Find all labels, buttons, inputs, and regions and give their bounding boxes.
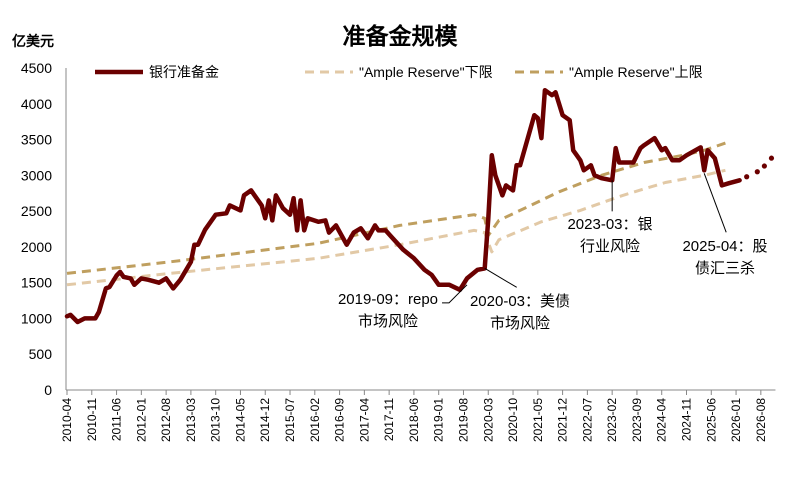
legend-label: 银行准备金 [149,64,219,80]
x-tick-label: 2016-09 [333,398,347,442]
x-tick-label: 2019-01 [432,398,446,442]
legend: 银行准备金 "Ample Reserve"下限 "Ample Reserve"上限 [95,64,703,80]
x-tick-label: 2022-07 [580,398,594,442]
y-tick-label: 2500 [21,203,52,219]
x-tick-label: 2024-04 [655,398,669,442]
legend-label: "Ample Reserve"下限 [359,64,493,80]
y-tick-label: 2000 [21,239,52,255]
x-tick-label: 2010-04 [60,398,74,442]
x-tick-label: 2013-03 [184,398,198,442]
series-line-0 [64,87,742,325]
y-axis-unit: 亿美元 [12,33,54,49]
projection-point [754,169,760,175]
x-tick-label: 2026-01 [729,398,743,442]
annotation-text: 市场风险 [358,313,418,330]
x-tick-label: 2026-08 [754,398,768,442]
x-tick-label: 2010-11 [85,398,99,441]
annotation-leader-line [703,173,727,233]
projection-point [744,174,750,180]
x-tick-label: 2017-11 [382,398,396,441]
x-tick-label: 2015-07 [283,398,297,442]
x-tick-label: 2020-10 [506,398,520,442]
y-tick-label: 0 [44,382,52,398]
annotations: 2019-09：repo市场风险2020-03：美债市场风险2023-03：银行… [338,173,768,332]
x-tick-label: 2020-03 [481,398,495,442]
x-tick-label: 2011-06 [110,398,124,441]
x-tick-label: 2016-02 [308,398,322,442]
y-tick-label: 3500 [21,132,52,148]
x-tick-label: 2013-10 [209,398,223,442]
y-tick-label: 4000 [21,96,52,112]
x-tick-label: 2012-08 [159,398,173,442]
y-tick-label: 1000 [21,310,52,326]
annotation-leader-line [484,267,517,288]
x-tick-label: 2019-08 [456,398,470,442]
x-tick-label: 2023-09 [630,398,644,442]
y-tick-label: 3000 [21,167,52,183]
x-tick-label: 2021-12 [556,398,570,442]
x-tick-label: 2014-12 [258,398,272,442]
y-tick-label: 500 [29,346,53,362]
y-tick-label: 1500 [21,275,52,291]
annotation-text: 行业风险 [580,238,640,255]
series-layer [64,87,775,325]
annotation-text: 2025-04：股 [682,238,767,255]
x-tick-label: 2018-06 [407,398,421,442]
x-tick-label: 2023-02 [605,398,619,442]
x-tick-label: 2017-04 [357,398,371,442]
annotation-text: 2019-09：repo [338,291,438,308]
legend-label: "Ample Reserve"上限 [569,64,703,80]
annotation-leader-line [442,284,468,304]
projection-point [761,163,767,169]
axes: 0 500 1000 1500 2000 2500 3000 3500 4000 4500 2010… [21,60,776,442]
series-line-2 [66,141,726,275]
annotation-text: 2023-03：银 [567,216,652,233]
x-tick-label: 2012-01 [134,398,148,442]
projection-point [768,155,775,161]
x-tick-label: 2024-11 [680,398,694,441]
annotation-text: 2020-03：美债 [470,293,570,310]
x-tick-label: 2025-06 [704,398,718,442]
y-tick-label: 4500 [21,60,52,76]
x-tick-label: 2021-05 [531,398,545,442]
x-tick-label: 2014-05 [233,398,247,442]
annotation-text: 市场风险 [490,315,550,332]
annotation-text: 债汇三杀 [695,260,755,277]
chart-title: 准备金规模 [343,23,459,49]
